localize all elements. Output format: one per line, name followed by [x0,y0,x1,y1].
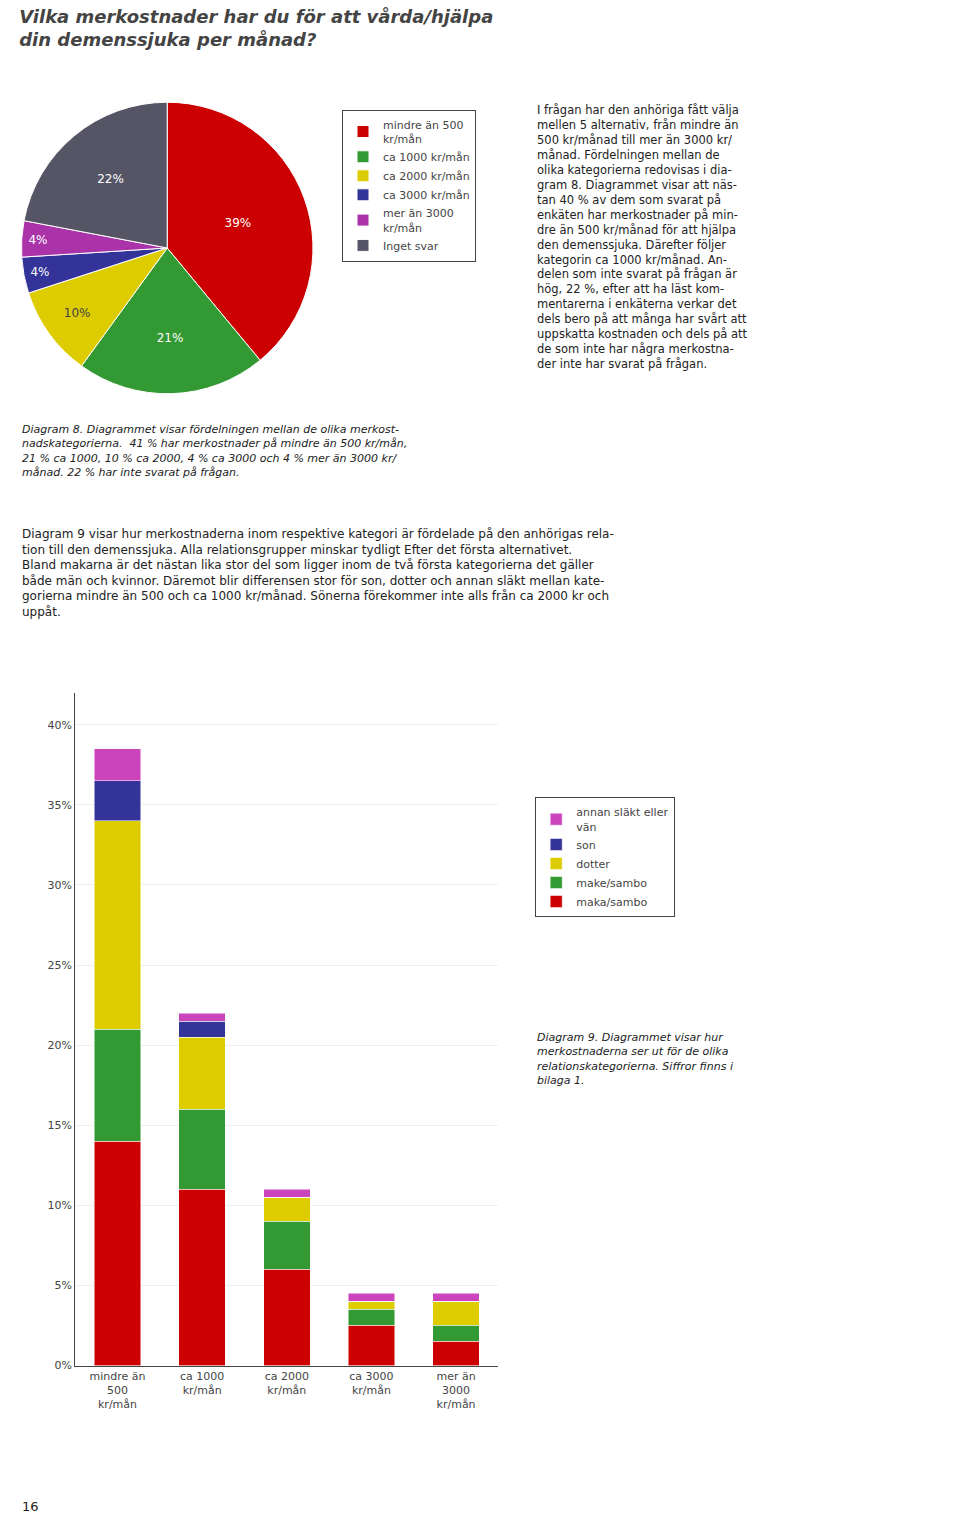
svg-text:4%: 4% [30,265,49,279]
svg-text:22%: 22% [97,172,124,186]
svg-text:30%: 30% [48,879,72,892]
svg-text:Diagram 8. Diagrammet visar fö: Diagram 8. Diagrammet visar fördelningen… [22,423,407,479]
svg-text:20%: 20% [48,1039,72,1052]
svg-text:35%: 35% [48,799,72,812]
svg-text:10%: 10% [64,306,91,320]
svg-text:mer än3000kr/mån: mer än3000kr/mån [436,1370,475,1412]
svg-text:40%: 40% [48,719,72,732]
svg-text:10%: 10% [48,1199,72,1212]
svg-text:ca 1000kr/mån: ca 1000kr/mån [180,1370,224,1397]
svg-text:son: son [576,839,595,852]
svg-text:16: 16 [22,1499,39,1514]
svg-text:make/sambo: make/sambo [576,877,647,890]
svg-text:ca 1000 kr/mån: ca 1000 kr/mån [383,151,470,164]
svg-text:21%: 21% [157,331,184,345]
svg-text:mer än 3000kr/mån: mer än 3000kr/mån [383,207,454,234]
svg-text:39%: 39% [225,216,252,230]
svg-text:ca 2000kr/mån: ca 2000kr/mån [265,1370,309,1397]
svg-text:ca 3000kr/mån: ca 3000kr/mån [349,1370,393,1397]
svg-text:15%: 15% [48,1119,72,1132]
svg-text:0%: 0% [55,1359,72,1372]
svg-text:4%: 4% [28,233,47,247]
svg-text:Vilka merkostnader har du för: Vilka merkostnader har du för att vårda/… [19,6,493,50]
svg-text:ca 3000 kr/mån: ca 3000 kr/mån [383,189,470,202]
svg-text:5%: 5% [55,1279,72,1292]
svg-text:annan släkt ellervän: annan släkt ellervän [576,806,668,833]
svg-text:mindre än500kr/mån: mindre än500kr/mån [90,1370,146,1412]
svg-text:Diagram 9. Diagrammet visar hu: Diagram 9. Diagrammet visar hurmerkostna… [537,1031,733,1087]
svg-text:Diagram 9 visar hur merkostnad: Diagram 9 visar hur merkostnaderna inom … [22,527,614,619]
svg-text:I frågan har den anhöriga fått: I frågan har den anhöriga fått väljamell… [537,103,748,371]
svg-text:ca 2000 kr/mån: ca 2000 kr/mån [383,170,470,183]
svg-text:maka/sambo: maka/sambo [576,896,647,909]
svg-text:25%: 25% [48,959,72,972]
svg-text:Inget svar: Inget svar [383,240,439,253]
svg-text:dotter: dotter [576,858,610,871]
svg-text:mindre än 500kr/mån: mindre än 500kr/mån [383,119,463,146]
